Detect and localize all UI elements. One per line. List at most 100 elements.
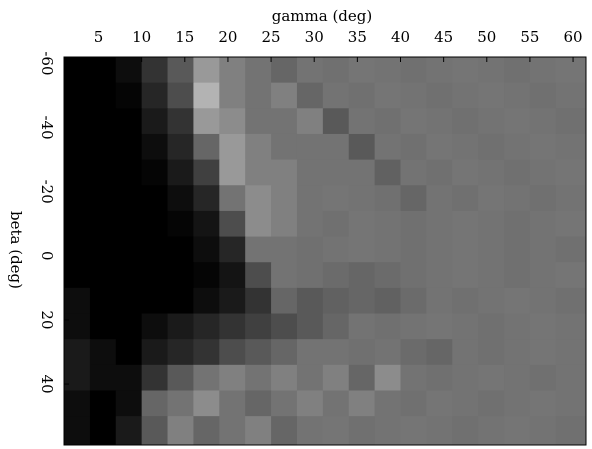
heatmap-cell bbox=[271, 339, 297, 365]
heatmap-cell bbox=[452, 314, 478, 340]
heatmap-cell bbox=[219, 416, 245, 445]
heatmap-cell bbox=[400, 314, 426, 340]
heatmap-cell bbox=[90, 288, 116, 314]
heatmap-cell bbox=[193, 185, 219, 211]
x-tick-label: 15 bbox=[175, 28, 194, 46]
heatmap-cell bbox=[504, 134, 530, 160]
heatmap-cell bbox=[530, 160, 556, 186]
heatmap-cell bbox=[142, 288, 168, 314]
heatmap-cell bbox=[323, 237, 349, 263]
heatmap-cell bbox=[142, 365, 168, 391]
heatmap-cell bbox=[375, 365, 401, 391]
heatmap-cell bbox=[426, 160, 452, 186]
heatmap-cell bbox=[349, 416, 375, 445]
heatmap-cell bbox=[219, 288, 245, 314]
heatmap-cell bbox=[349, 134, 375, 160]
heatmap-cell bbox=[530, 339, 556, 365]
heatmap-cell bbox=[349, 314, 375, 340]
heatmap-cell bbox=[116, 416, 142, 445]
heatmap-cell bbox=[245, 108, 271, 134]
heatmap-cell bbox=[245, 314, 271, 340]
heatmap-cell bbox=[168, 83, 194, 109]
heatmap-cell bbox=[90, 365, 116, 391]
heatmap-cell bbox=[219, 390, 245, 416]
heatmap-cell bbox=[64, 314, 90, 340]
heatmap-cell bbox=[400, 211, 426, 237]
x-axis-label: gamma (deg) bbox=[272, 7, 373, 25]
heatmap-cell bbox=[219, 237, 245, 263]
heatmap-cell bbox=[426, 134, 452, 160]
heatmap-cell bbox=[426, 339, 452, 365]
heatmap-cell bbox=[219, 314, 245, 340]
heatmap-cell bbox=[219, 365, 245, 391]
heatmap-cell bbox=[64, 339, 90, 365]
heatmap-cell bbox=[297, 390, 323, 416]
heatmap-cell bbox=[349, 262, 375, 288]
x-tick-label: 10 bbox=[132, 28, 151, 46]
heatmap-cell bbox=[168, 160, 194, 186]
heatmap-cell bbox=[116, 262, 142, 288]
heatmap-cell bbox=[245, 83, 271, 109]
heatmap-cell bbox=[349, 390, 375, 416]
heatmap-cell bbox=[297, 237, 323, 263]
heatmap-cell bbox=[271, 185, 297, 211]
heatmap-cell bbox=[478, 83, 504, 109]
heatmap-cell bbox=[116, 288, 142, 314]
heatmap-cell bbox=[64, 108, 90, 134]
heatmap-cell bbox=[556, 314, 587, 340]
heatmap-cell bbox=[452, 262, 478, 288]
heatmap-cell bbox=[245, 134, 271, 160]
heatmap-cell bbox=[400, 288, 426, 314]
heatmap-cell bbox=[142, 314, 168, 340]
heatmap-cell bbox=[452, 288, 478, 314]
heatmap-cell bbox=[530, 416, 556, 445]
heatmap-cell bbox=[245, 262, 271, 288]
heatmap-cell bbox=[478, 288, 504, 314]
heatmap-cell bbox=[271, 288, 297, 314]
heatmap-cell bbox=[90, 262, 116, 288]
heatmap-cell bbox=[142, 108, 168, 134]
heatmap-cell bbox=[452, 390, 478, 416]
heatmap-cell bbox=[168, 108, 194, 134]
heatmap-cell bbox=[504, 237, 530, 263]
heatmap-cell bbox=[193, 237, 219, 263]
x-tick-label: 40 bbox=[391, 28, 410, 46]
heatmap-cell bbox=[168, 185, 194, 211]
heatmap-cell bbox=[271, 211, 297, 237]
heatmap-cell bbox=[478, 390, 504, 416]
heatmap-cell bbox=[530, 83, 556, 109]
heatmap-cell bbox=[168, 288, 194, 314]
heatmap-cell bbox=[452, 237, 478, 263]
heatmap-cell bbox=[400, 83, 426, 109]
heatmap-cell bbox=[245, 237, 271, 263]
heatmap-cell bbox=[426, 57, 452, 83]
heatmap-cell bbox=[323, 365, 349, 391]
heatmap-cell bbox=[452, 185, 478, 211]
heatmap-cell bbox=[426, 237, 452, 263]
heatmap-cell bbox=[168, 314, 194, 340]
heatmap-cell bbox=[219, 134, 245, 160]
heatmap-cell bbox=[426, 211, 452, 237]
y-tick-label: 20 bbox=[38, 310, 56, 329]
heatmap-cell bbox=[142, 339, 168, 365]
heatmap-cell bbox=[375, 416, 401, 445]
x-tick-label: 50 bbox=[477, 28, 496, 46]
heatmap-cell bbox=[400, 365, 426, 391]
y-tick-label: 0 bbox=[38, 251, 56, 261]
heatmap-cell bbox=[556, 390, 587, 416]
heatmap-cell bbox=[323, 108, 349, 134]
heatmap-cell bbox=[116, 57, 142, 83]
heatmap-cell bbox=[504, 365, 530, 391]
heatmap-cell bbox=[193, 288, 219, 314]
heatmap-cell bbox=[64, 211, 90, 237]
heatmap-cell bbox=[400, 160, 426, 186]
heatmap-cell bbox=[297, 262, 323, 288]
heatmap-cell bbox=[90, 339, 116, 365]
heatmap-cell bbox=[349, 211, 375, 237]
heatmap-cell bbox=[297, 416, 323, 445]
heatmap-cell bbox=[478, 262, 504, 288]
heatmap-cell bbox=[116, 160, 142, 186]
heatmap-cell bbox=[556, 57, 587, 83]
heatmap-cell bbox=[530, 57, 556, 83]
heatmap-cell bbox=[193, 108, 219, 134]
